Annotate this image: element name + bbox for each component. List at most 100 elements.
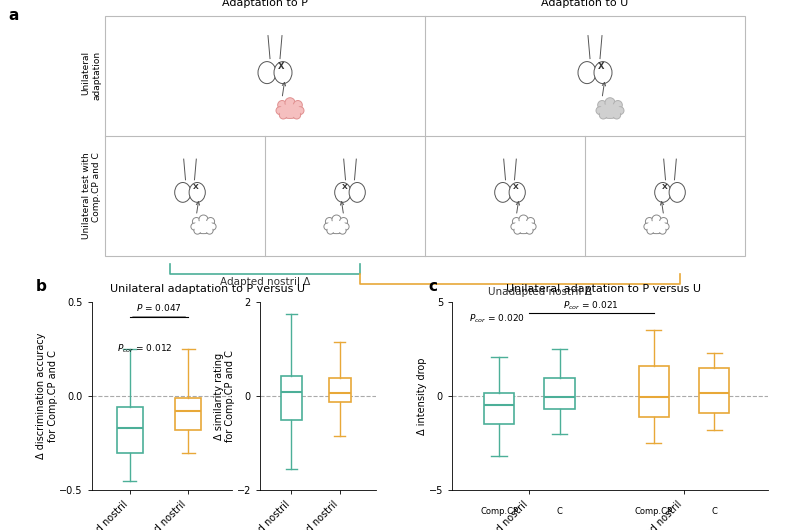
- Ellipse shape: [646, 220, 666, 233]
- Ellipse shape: [644, 223, 651, 230]
- Ellipse shape: [339, 217, 347, 226]
- Ellipse shape: [326, 219, 347, 234]
- Ellipse shape: [598, 104, 622, 117]
- Text: X: X: [193, 184, 198, 190]
- PathPatch shape: [545, 378, 574, 409]
- Ellipse shape: [613, 111, 621, 119]
- Ellipse shape: [199, 215, 208, 224]
- Ellipse shape: [278, 103, 302, 118]
- Ellipse shape: [669, 182, 686, 202]
- Ellipse shape: [339, 227, 346, 234]
- Ellipse shape: [529, 223, 536, 230]
- Ellipse shape: [194, 227, 201, 234]
- Ellipse shape: [174, 182, 191, 202]
- Ellipse shape: [206, 227, 213, 234]
- Ellipse shape: [193, 219, 214, 234]
- Ellipse shape: [342, 223, 349, 230]
- Text: a: a: [8, 7, 18, 23]
- Text: $P$ = 0.047: $P$ = 0.047: [136, 303, 182, 313]
- Ellipse shape: [599, 111, 607, 119]
- Ellipse shape: [647, 227, 654, 234]
- Text: Comp.CP: Comp.CP: [480, 507, 518, 516]
- Text: Unilateral adaptation to P versus U: Unilateral adaptation to P versus U: [506, 284, 702, 294]
- Text: Unilateral
adaptation: Unilateral adaptation: [82, 51, 101, 100]
- Text: b: b: [36, 279, 47, 294]
- Ellipse shape: [598, 101, 606, 110]
- Ellipse shape: [293, 111, 301, 119]
- Text: C: C: [711, 507, 717, 516]
- Ellipse shape: [285, 98, 295, 108]
- Ellipse shape: [296, 107, 304, 114]
- Ellipse shape: [578, 61, 596, 84]
- Ellipse shape: [276, 107, 284, 114]
- Ellipse shape: [605, 98, 615, 108]
- Text: $P_{cor}$ = 0.020: $P_{cor}$ = 0.020: [469, 312, 525, 325]
- Ellipse shape: [334, 182, 351, 202]
- Text: $P_{cor}$ = 0.012: $P_{cor}$ = 0.012: [117, 342, 173, 355]
- Ellipse shape: [526, 217, 534, 226]
- PathPatch shape: [281, 376, 302, 420]
- Ellipse shape: [326, 217, 334, 226]
- Ellipse shape: [278, 101, 286, 110]
- PathPatch shape: [638, 366, 669, 417]
- Ellipse shape: [332, 215, 341, 224]
- Text: Adapted nostril Δ: Adapted nostril Δ: [220, 277, 310, 287]
- PathPatch shape: [117, 408, 143, 453]
- Ellipse shape: [494, 182, 511, 202]
- Ellipse shape: [206, 217, 214, 226]
- Ellipse shape: [519, 215, 528, 224]
- Ellipse shape: [324, 223, 331, 230]
- PathPatch shape: [175, 398, 202, 430]
- Ellipse shape: [594, 61, 612, 84]
- Text: X: X: [342, 184, 347, 190]
- Ellipse shape: [513, 217, 521, 226]
- Ellipse shape: [279, 111, 287, 119]
- Text: Unilateral test with
Comp.CP and C: Unilateral test with Comp.CP and C: [82, 152, 101, 239]
- Ellipse shape: [598, 103, 622, 118]
- Text: $P_{cor}$ = 0.021: $P_{cor}$ = 0.021: [563, 299, 619, 312]
- PathPatch shape: [699, 368, 730, 413]
- Ellipse shape: [526, 227, 533, 234]
- Text: X: X: [662, 184, 667, 190]
- Text: X: X: [278, 62, 284, 71]
- Ellipse shape: [349, 182, 366, 202]
- Ellipse shape: [209, 223, 216, 230]
- Y-axis label: Δ similarity rating
for Comp.CP and C: Δ similarity rating for Comp.CP and C: [214, 350, 235, 442]
- PathPatch shape: [329, 378, 350, 402]
- Ellipse shape: [652, 215, 661, 224]
- Ellipse shape: [513, 219, 534, 234]
- Ellipse shape: [327, 227, 334, 234]
- Y-axis label: Δ discrimination accuracy
for Comp.CP and C: Δ discrimination accuracy for Comp.CP an…: [37, 333, 58, 460]
- PathPatch shape: [484, 393, 514, 425]
- Ellipse shape: [326, 220, 346, 233]
- Ellipse shape: [191, 223, 198, 230]
- Text: Adaptation to U: Adaptation to U: [542, 0, 629, 7]
- Ellipse shape: [659, 227, 666, 234]
- Ellipse shape: [274, 61, 292, 84]
- Ellipse shape: [616, 107, 624, 114]
- Ellipse shape: [646, 219, 667, 234]
- Ellipse shape: [646, 217, 654, 226]
- Bar: [105, 15, 745, 255]
- Ellipse shape: [514, 220, 534, 233]
- Text: Unadapted nostril Δ: Unadapted nostril Δ: [488, 287, 592, 297]
- Ellipse shape: [509, 182, 526, 202]
- Ellipse shape: [659, 217, 667, 226]
- Text: Adaptation to P: Adaptation to P: [222, 0, 308, 7]
- Text: C: C: [557, 507, 562, 516]
- Ellipse shape: [596, 107, 604, 114]
- Ellipse shape: [189, 182, 206, 202]
- Text: c: c: [428, 279, 437, 294]
- Text: Unilateral adaptation to P versus U: Unilateral adaptation to P versus U: [110, 284, 306, 294]
- Ellipse shape: [194, 220, 214, 233]
- Ellipse shape: [258, 61, 276, 84]
- Y-axis label: Δ intensity drop: Δ intensity drop: [418, 357, 427, 435]
- Ellipse shape: [193, 217, 201, 226]
- Ellipse shape: [294, 101, 302, 110]
- Ellipse shape: [662, 223, 669, 230]
- Text: Comp.CP: Comp.CP: [634, 507, 673, 516]
- Ellipse shape: [614, 101, 622, 110]
- Ellipse shape: [654, 182, 671, 202]
- Text: X: X: [598, 62, 604, 71]
- Ellipse shape: [279, 104, 302, 117]
